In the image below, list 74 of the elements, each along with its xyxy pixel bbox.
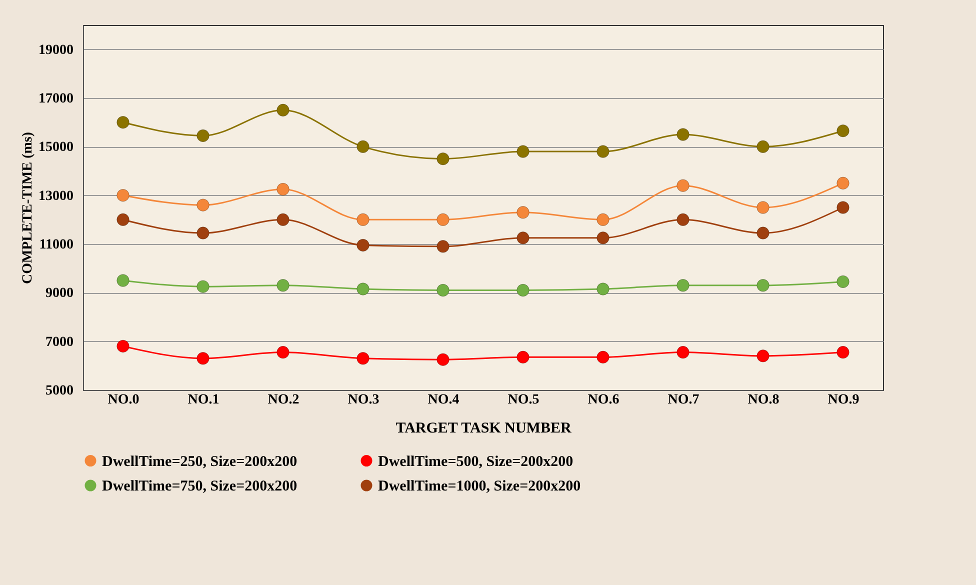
point xyxy=(276,213,290,226)
point xyxy=(436,152,450,166)
point xyxy=(756,201,770,214)
point xyxy=(516,145,530,158)
point xyxy=(676,128,690,141)
point xyxy=(116,213,130,226)
point xyxy=(756,226,770,240)
y-tick-label: 5000 xyxy=(46,384,74,398)
point xyxy=(516,284,530,297)
point xyxy=(356,238,370,252)
point xyxy=(356,282,370,296)
point xyxy=(596,213,610,226)
point xyxy=(676,279,690,292)
point xyxy=(596,282,610,296)
point xyxy=(276,104,290,117)
point xyxy=(436,284,450,297)
x-tick-label: NO.3 xyxy=(348,392,380,408)
point xyxy=(676,213,690,226)
point xyxy=(516,350,530,364)
point xyxy=(276,279,290,292)
x-tick-label: NO.8 xyxy=(748,392,780,408)
point xyxy=(116,116,130,129)
point xyxy=(836,176,850,190)
legend-label: DwellTime=500, Size=200x200 xyxy=(378,454,574,470)
point xyxy=(116,340,130,353)
y-tick-label: 7000 xyxy=(46,334,74,350)
y-tick-label: 19000 xyxy=(38,42,74,58)
x-tick-label: NO.2 xyxy=(268,392,300,408)
x-tick-label: NO.5 xyxy=(508,392,540,408)
point xyxy=(196,280,210,293)
y-tick-label: 11000 xyxy=(39,238,74,252)
point xyxy=(836,124,850,138)
point xyxy=(596,232,610,244)
point xyxy=(356,140,370,154)
point xyxy=(196,226,210,240)
point xyxy=(436,240,450,253)
legend-label: DwellTime=1000, Size=200x200 xyxy=(378,478,581,494)
point xyxy=(356,213,370,226)
x-tick-label: NO.6 xyxy=(588,392,620,408)
point xyxy=(196,129,210,142)
point xyxy=(196,352,210,365)
point xyxy=(516,232,530,244)
point xyxy=(516,206,530,219)
y-tick-label: 9000 xyxy=(46,286,74,302)
point xyxy=(116,188,130,202)
x-tick-label: NO.7 xyxy=(668,392,700,408)
point xyxy=(436,353,450,366)
point xyxy=(596,145,610,158)
point xyxy=(356,352,370,365)
x-tick-label: NO.9 xyxy=(828,392,860,408)
y-tick-label: 13000 xyxy=(38,188,74,204)
y-tick-label: 17000 xyxy=(38,92,74,106)
point xyxy=(756,140,770,154)
point xyxy=(596,350,610,364)
y-tick-label: 15000 xyxy=(38,140,74,156)
y-axis-title: COMPLETE-TIME (ms) xyxy=(20,132,36,284)
point xyxy=(276,346,290,359)
point xyxy=(756,350,770,362)
point xyxy=(836,201,850,214)
legend-label: DwellTime=250, Size=200x200 xyxy=(102,454,298,470)
point xyxy=(276,182,290,196)
point xyxy=(836,275,850,288)
x-tick-label: NO.1 xyxy=(188,392,220,408)
point xyxy=(676,346,690,359)
x-axis-title: TARGET TASK NUMBER xyxy=(396,420,572,436)
point xyxy=(676,179,690,192)
x-tick-label: NO.0 xyxy=(108,392,140,408)
point xyxy=(756,279,770,292)
legend-label: DwellTime=750, Size=200x200 xyxy=(102,478,298,494)
x-tick-label: NO.4 xyxy=(428,392,460,408)
point xyxy=(116,274,130,287)
point xyxy=(436,213,450,226)
point xyxy=(836,346,850,359)
point xyxy=(196,198,210,212)
